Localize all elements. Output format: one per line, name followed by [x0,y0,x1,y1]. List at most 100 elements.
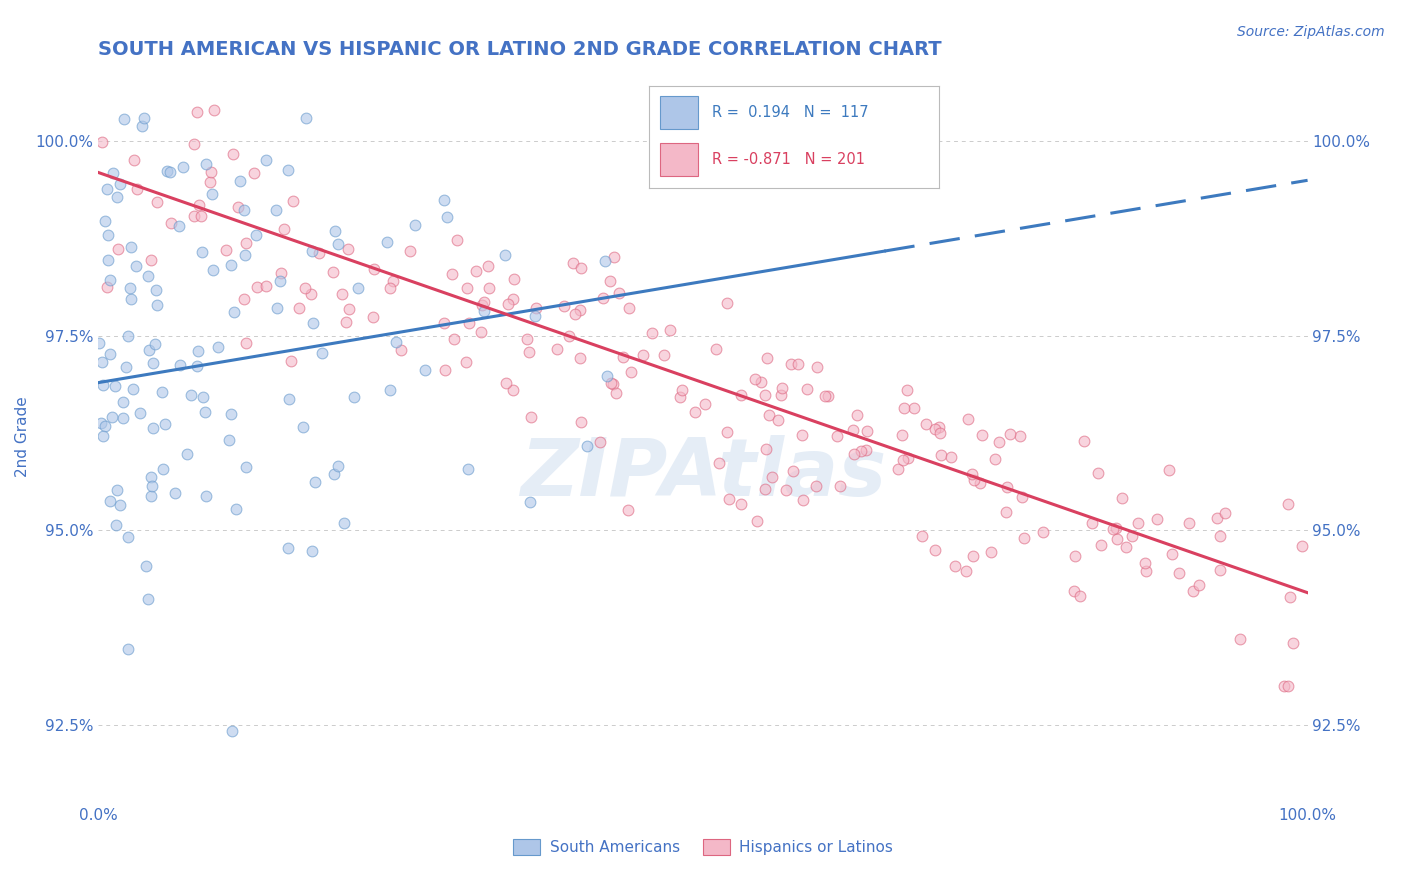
Point [730,497,752,511]
Point [891,453,914,467]
Point [796,382,818,396]
Point [198,175,221,189]
Point [1277,497,1299,511]
Point [1178,516,1201,530]
Point [104,379,127,393]
Point [219,407,242,421]
Point [301,544,323,558]
Point [190,210,212,224]
Point [671,383,693,397]
Point [856,424,879,438]
Point [605,385,627,400]
Point [361,310,384,325]
Point [969,476,991,491]
Point [294,280,316,294]
Point [609,286,631,301]
Point [640,326,662,341]
Point [896,384,918,398]
Point [91,354,114,368]
Point [201,186,224,201]
Point [754,388,776,402]
Point [311,346,333,360]
Point [280,354,302,368]
Point [221,724,243,739]
Point [278,392,301,406]
Point [94,214,117,228]
Point [398,244,420,258]
Point [1209,563,1232,577]
Point [233,203,256,218]
Point [995,480,1018,494]
Point [207,340,229,354]
Point [97,252,120,267]
Point [94,419,117,434]
Point [519,494,541,508]
Point [142,420,165,434]
Point [122,382,145,396]
Point [553,299,575,313]
Point [226,200,249,214]
Point [561,256,583,270]
Point [202,262,225,277]
Point [911,529,934,543]
Point [389,343,412,357]
Point [266,202,288,217]
Point [685,405,707,419]
Point [524,309,547,323]
Point [96,182,118,196]
Point [139,490,162,504]
Point [330,287,353,301]
Point [180,388,202,402]
Point [105,483,128,497]
Point [322,467,344,482]
Point [219,258,242,272]
Point [893,401,915,415]
Point [194,489,217,503]
Point [1032,525,1054,540]
Point [1011,491,1033,505]
Point [915,417,938,431]
Point [470,325,492,339]
Point [270,266,292,280]
Point [222,147,245,161]
Point [112,410,135,425]
Point [129,406,152,420]
Point [569,260,592,275]
Point [704,343,727,357]
Point [612,350,634,364]
Point [112,112,135,127]
Point [233,248,256,262]
Point [817,389,839,403]
Point [806,359,828,374]
Point [277,541,299,555]
Point [433,362,456,376]
Point [1187,578,1209,592]
Point [90,416,112,430]
Point [139,252,162,267]
Point [980,545,1002,559]
Point [792,428,814,442]
Point [138,343,160,358]
Point [897,451,920,466]
Point [295,111,318,125]
Point [695,396,717,410]
Point [564,307,586,321]
Point [322,265,344,279]
Point [301,244,323,259]
Point [146,194,169,209]
Point [382,274,405,288]
Point [592,291,614,305]
Point [602,376,624,391]
Point [176,447,198,461]
Point [107,242,129,256]
Point [1064,549,1087,564]
Point [957,412,980,426]
Point [1209,529,1232,543]
Point [851,444,873,458]
Point [441,267,464,281]
Point [91,377,114,392]
Point [603,250,626,264]
Point [903,401,925,415]
Point [825,429,848,443]
Point [599,274,621,288]
